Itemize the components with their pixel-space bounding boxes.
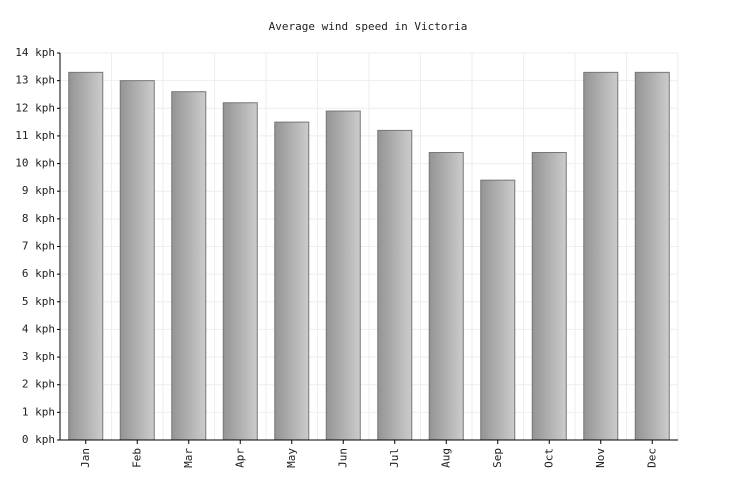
x-tick-label: Dec	[645, 448, 658, 468]
bar	[634, 71, 670, 441]
y-tick-label: 1 kph	[22, 405, 55, 418]
x-tick-label: Apr	[233, 448, 246, 468]
bar	[222, 102, 258, 441]
y-tick-label: 3 kph	[22, 350, 55, 363]
y-tick-label: 12 kph	[15, 101, 55, 114]
bar	[171, 91, 207, 441]
x-tick-label: Jul	[388, 448, 401, 468]
y-tick-label: 2 kph	[22, 378, 55, 391]
bar	[377, 129, 413, 441]
x-tick-label: Jun	[336, 448, 349, 468]
y-tick-label: 6 kph	[22, 267, 55, 280]
x-tick-label: Jan	[79, 448, 92, 468]
y-tick-label: 0 kph	[22, 433, 55, 446]
bar	[274, 121, 310, 441]
x-tick-label: Feb	[130, 448, 143, 468]
y-tick-label: 7 kph	[22, 240, 55, 253]
y-tick-label: 8 kph	[22, 212, 55, 225]
y-tick-label: 13 kph	[15, 74, 55, 87]
bar	[325, 110, 361, 441]
y-tick-label: 4 kph	[22, 322, 55, 335]
bar	[428, 152, 464, 441]
x-tick-label: Oct	[542, 448, 555, 468]
y-tick-label: 5 kph	[22, 295, 55, 308]
x-tick-label: Sep	[491, 448, 504, 468]
chart-title: Average wind speed in Victoria	[269, 20, 468, 33]
y-tick-label: 14 kph	[15, 46, 55, 59]
y-tick-label: 10 kph	[15, 157, 55, 170]
bar	[480, 179, 516, 441]
bar	[531, 152, 567, 441]
y-tick-label: 11 kph	[15, 129, 55, 142]
bar	[119, 80, 155, 441]
x-tick-label: Nov	[594, 448, 607, 468]
x-tick-label: May	[285, 448, 298, 468]
bar	[583, 71, 619, 441]
y-tick-label: 9 kph	[22, 184, 55, 197]
x-tick-label: Mar	[182, 448, 195, 468]
bar	[68, 71, 104, 441]
x-tick-label: Aug	[439, 448, 452, 468]
